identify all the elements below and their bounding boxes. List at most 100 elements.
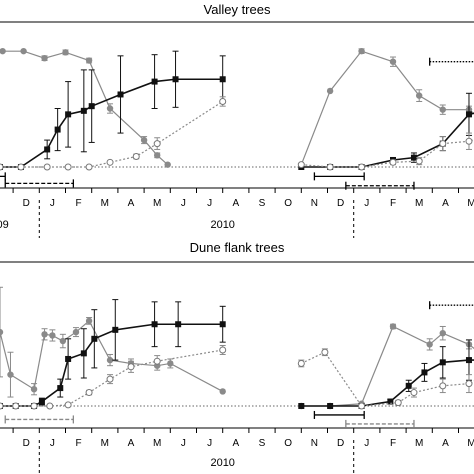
month-tick-label: O <box>284 198 292 209</box>
month-tick-label: D <box>23 438 30 449</box>
data-point-grey-circle <box>164 161 171 168</box>
data-point-open-circle <box>465 380 473 388</box>
month-tick-label: A <box>232 198 239 209</box>
series-line-grey <box>301 325 474 407</box>
data-point-open-circle <box>439 140 447 148</box>
data-point-open-circle <box>12 402 20 410</box>
data-point-grey-circle <box>439 330 446 337</box>
data-point-black-square <box>405 382 412 389</box>
data-point-grey-circle <box>389 58 397 65</box>
data-point-grey-circle <box>0 328 4 336</box>
data-point-open-circle <box>17 163 25 171</box>
month-tick-label: D <box>337 198 344 209</box>
month-tick-label: D <box>23 198 30 209</box>
data-point-grey-circle <box>72 328 80 336</box>
data-point-open-circle <box>0 163 4 171</box>
data-point-open-circle <box>153 140 161 148</box>
series-line-black <box>0 323 223 407</box>
month-tick-label: J <box>181 198 186 209</box>
data-point-black-square <box>410 154 417 161</box>
month-tick-label: J <box>50 198 55 209</box>
data-point-black-square <box>151 78 158 85</box>
data-point-open-circle <box>297 359 305 367</box>
data-point-open-circle <box>64 401 72 409</box>
month-tick-label: J <box>181 438 186 449</box>
year-label: 2010 <box>210 219 234 231</box>
data-point-grey-circle <box>219 388 226 395</box>
dune-flank-trees-panel: Dune flank trees DJFMAMJJASONDJFMAM20102… <box>0 240 474 474</box>
data-point-grey-circle <box>62 49 69 56</box>
series-line-open <box>301 138 474 168</box>
data-point-grey-circle <box>85 57 93 64</box>
data-point-grey-circle <box>358 47 365 55</box>
data-point-open-circle <box>0 402 4 410</box>
month-tick-label: S <box>259 198 266 209</box>
month-tick-label: M <box>467 198 474 209</box>
data-point-open-circle <box>85 163 93 171</box>
month-tick-label: F <box>390 198 396 209</box>
data-point-black-square <box>465 357 472 364</box>
data-point-grey-circle <box>7 371 14 378</box>
data-point-black-square <box>219 321 226 328</box>
data-point-black-square <box>439 359 446 366</box>
month-tick-label: M <box>101 438 109 449</box>
month-tick-label: M <box>101 198 109 209</box>
data-point-open-circle <box>439 382 447 390</box>
data-point-black-square <box>298 403 305 409</box>
data-point-open-circle <box>30 402 38 410</box>
data-point-grey-circle <box>426 341 433 348</box>
data-point-open-circle <box>326 163 334 171</box>
month-tick-label: J <box>207 438 212 449</box>
valley-trees-panel: Valley trees DJFMAMJJASONDJFMAM092010201… <box>0 2 474 238</box>
data-point-grey-circle <box>154 152 161 159</box>
data-point-open-circle <box>132 152 140 160</box>
data-point-black-square <box>465 111 472 118</box>
data-point-black-square <box>38 398 45 405</box>
data-point-grey-circle <box>30 386 38 393</box>
data-point-black-square <box>80 350 87 357</box>
data-point-grey-circle <box>389 323 397 330</box>
data-point-grey-circle <box>439 106 446 113</box>
data-point-black-square <box>175 321 182 328</box>
month-tick-label: J <box>207 198 212 209</box>
data-point-open-circle <box>106 158 114 166</box>
month-tick-label: D <box>337 438 344 449</box>
data-point-open-circle <box>358 163 366 171</box>
data-point-grey-circle <box>167 360 174 367</box>
month-tick-label: M <box>415 198 423 209</box>
data-point-grey-circle <box>0 47 6 55</box>
data-point-black-square <box>151 321 158 328</box>
data-point-grey-circle <box>85 317 93 325</box>
data-point-black-square <box>88 103 95 110</box>
data-point-open-circle <box>85 389 93 397</box>
data-point-black-square <box>112 326 119 333</box>
data-point-black-square <box>44 146 51 153</box>
data-point-grey-circle <box>140 136 148 144</box>
month-tick-label: J <box>364 198 369 209</box>
data-point-grey-circle <box>20 47 27 55</box>
data-point-open-circle <box>358 402 366 410</box>
month-tick-label: M <box>467 438 474 449</box>
month-tick-label: O <box>284 438 292 449</box>
data-point-grey-circle <box>49 332 56 339</box>
data-point-open-circle <box>410 389 418 397</box>
month-tick-label: F <box>76 438 82 449</box>
year-label: 09 <box>0 219 9 231</box>
month-tick-label: N <box>311 438 318 449</box>
month-tick-label: M <box>415 438 423 449</box>
month-tick-label: J <box>364 438 369 449</box>
data-point-open-circle <box>127 363 135 371</box>
data-point-open-circle <box>219 346 227 354</box>
year-label: 2010 <box>210 457 234 469</box>
data-point-grey-circle <box>326 87 334 95</box>
month-tick-label: A <box>442 198 449 209</box>
data-point-open-circle <box>64 163 72 171</box>
month-tick-label: M <box>153 438 161 449</box>
series-line-open <box>301 351 474 407</box>
month-tick-label: S <box>259 438 266 449</box>
month-tick-label: F <box>76 198 82 209</box>
data-point-black-square <box>65 355 72 362</box>
data-point-black-square <box>219 76 226 83</box>
data-point-open-circle <box>297 161 305 169</box>
